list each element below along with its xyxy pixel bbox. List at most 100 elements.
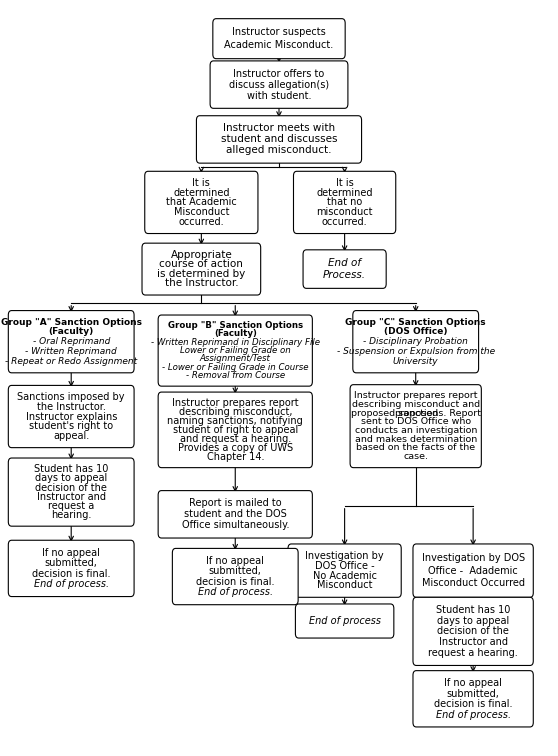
FancyBboxPatch shape bbox=[213, 19, 345, 59]
Text: days to appeal: days to appeal bbox=[437, 615, 509, 626]
Text: Investigation by DOS: Investigation by DOS bbox=[421, 553, 525, 563]
FancyBboxPatch shape bbox=[8, 386, 134, 448]
FancyBboxPatch shape bbox=[295, 604, 394, 638]
Text: student of right to appeal: student of right to appeal bbox=[172, 425, 298, 435]
Text: If no appeal: If no appeal bbox=[444, 678, 502, 688]
FancyBboxPatch shape bbox=[8, 311, 134, 373]
FancyBboxPatch shape bbox=[413, 597, 533, 665]
Text: occurred.: occurred. bbox=[179, 217, 224, 227]
Text: alleged misconduct.: alleged misconduct. bbox=[226, 145, 332, 156]
FancyBboxPatch shape bbox=[158, 315, 312, 386]
Text: If no appeal: If no appeal bbox=[42, 547, 100, 558]
Text: Investigation by: Investigation by bbox=[305, 551, 384, 561]
Text: Group "A" Sanction Options: Group "A" Sanction Options bbox=[1, 318, 142, 327]
Text: - Suspension or Expulsion from the: - Suspension or Expulsion from the bbox=[336, 347, 495, 356]
Text: - Repeat or Redo Assignment: - Repeat or Redo Assignment bbox=[5, 357, 137, 366]
Text: course of action: course of action bbox=[160, 259, 243, 269]
Text: University: University bbox=[393, 357, 439, 366]
Text: - Disciplinary Probation: - Disciplinary Probation bbox=[363, 337, 468, 346]
Text: decision is final.: decision is final. bbox=[32, 569, 110, 578]
FancyBboxPatch shape bbox=[413, 544, 533, 597]
Text: student's right to: student's right to bbox=[29, 421, 113, 431]
Text: proposed sanctions. Report: proposed sanctions. Report bbox=[351, 408, 480, 417]
Text: based on the facts of the: based on the facts of the bbox=[356, 444, 475, 452]
Text: discuss allegation(s): discuss allegation(s) bbox=[229, 79, 329, 90]
Text: End of process.: End of process. bbox=[33, 579, 109, 589]
Text: It is: It is bbox=[336, 178, 354, 188]
FancyBboxPatch shape bbox=[210, 61, 348, 108]
Text: Instructor prepares report: Instructor prepares report bbox=[172, 398, 299, 408]
Text: No Academic: No Academic bbox=[312, 571, 377, 581]
Text: End of: End of bbox=[328, 258, 361, 268]
Text: the Instructor.: the Instructor. bbox=[165, 278, 238, 289]
FancyBboxPatch shape bbox=[353, 311, 479, 373]
Text: Instructor offers to: Instructor offers to bbox=[233, 69, 325, 79]
Text: describing misconduct and: describing misconduct and bbox=[352, 400, 480, 409]
Text: student and the DOS: student and the DOS bbox=[184, 510, 287, 519]
Text: request a: request a bbox=[48, 500, 94, 511]
Text: Assignment/Test: Assignment/Test bbox=[200, 355, 271, 364]
FancyBboxPatch shape bbox=[294, 172, 396, 234]
FancyBboxPatch shape bbox=[288, 544, 401, 597]
Text: Misconduct: Misconduct bbox=[317, 581, 372, 590]
Text: determined: determined bbox=[173, 187, 229, 198]
Text: that no: that no bbox=[327, 197, 362, 207]
Text: If no appeal: If no appeal bbox=[206, 556, 264, 565]
Text: - Oral Reprimand: - Oral Reprimand bbox=[32, 337, 110, 346]
Text: End of process.: End of process. bbox=[436, 710, 511, 720]
FancyBboxPatch shape bbox=[196, 116, 362, 163]
Text: (Faculty): (Faculty) bbox=[214, 330, 257, 339]
Text: Instructor suspects: Instructor suspects bbox=[232, 27, 326, 38]
Text: and request a hearing.: and request a hearing. bbox=[180, 434, 291, 444]
Text: decision is final.: decision is final. bbox=[434, 699, 512, 709]
Text: - Removal from Course: - Removal from Course bbox=[186, 371, 285, 380]
Text: conducts an investigation: conducts an investigation bbox=[354, 426, 477, 435]
Text: decision is final.: decision is final. bbox=[196, 577, 275, 587]
Text: End of process: End of process bbox=[309, 616, 381, 626]
Text: with student.: with student. bbox=[247, 91, 311, 101]
Text: Instructor and: Instructor and bbox=[37, 491, 105, 502]
Text: (DOS Office): (DOS Office) bbox=[384, 327, 448, 336]
Text: student and discusses: student and discusses bbox=[221, 135, 337, 144]
FancyBboxPatch shape bbox=[8, 458, 134, 526]
Text: decision of the: decision of the bbox=[437, 627, 509, 637]
Text: Academic Misconduct.: Academic Misconduct. bbox=[224, 40, 334, 50]
Text: - Lower or Failing Grade in Course: - Lower or Failing Grade in Course bbox=[162, 363, 309, 372]
Text: - Written Reprimand in Disciplinary File: - Written Reprimand in Disciplinary File bbox=[151, 338, 320, 347]
Text: (Faculty): (Faculty) bbox=[49, 327, 94, 336]
Text: - Written Reprimand: - Written Reprimand bbox=[25, 347, 117, 356]
Text: Group "C" Sanction Options: Group "C" Sanction Options bbox=[345, 318, 486, 327]
Text: request a hearing.: request a hearing. bbox=[428, 648, 518, 658]
Text: Instructor and: Instructor and bbox=[439, 637, 508, 647]
Text: Student has 10: Student has 10 bbox=[436, 605, 511, 615]
Text: proposed: proposed bbox=[393, 408, 438, 417]
Text: days to appeal: days to appeal bbox=[35, 473, 107, 483]
Text: case.: case. bbox=[403, 452, 428, 461]
Text: Misconduct Occurred: Misconduct Occurred bbox=[422, 578, 525, 588]
Text: the Instructor.: the Instructor. bbox=[37, 402, 105, 412]
Text: hearing.: hearing. bbox=[51, 510, 92, 520]
Text: DOS Office -: DOS Office - bbox=[315, 561, 374, 571]
Text: Office simultaneously.: Office simultaneously. bbox=[181, 520, 289, 530]
FancyBboxPatch shape bbox=[158, 491, 312, 538]
Text: Instructor prepares report: Instructor prepares report bbox=[354, 391, 478, 400]
FancyBboxPatch shape bbox=[142, 243, 261, 295]
FancyBboxPatch shape bbox=[350, 385, 482, 468]
FancyBboxPatch shape bbox=[172, 548, 298, 605]
Text: Group "B" Sanction Options: Group "B" Sanction Options bbox=[168, 321, 303, 330]
Text: Process.: Process. bbox=[323, 270, 366, 280]
FancyBboxPatch shape bbox=[158, 392, 312, 468]
Text: Instructor meets with: Instructor meets with bbox=[223, 123, 335, 133]
Text: determined: determined bbox=[316, 187, 373, 198]
Text: Provides a copy of UWS: Provides a copy of UWS bbox=[177, 443, 293, 453]
Text: is determined by: is determined by bbox=[157, 269, 246, 279]
Text: that Academic: that Academic bbox=[166, 197, 237, 207]
Text: decision of the: decision of the bbox=[35, 482, 107, 493]
Text: Chapter 14.: Chapter 14. bbox=[206, 451, 264, 461]
Text: Misconduct: Misconduct bbox=[174, 207, 229, 217]
Text: Office -  Adademic: Office - Adademic bbox=[428, 565, 518, 575]
Text: occurred.: occurred. bbox=[322, 217, 367, 227]
Text: Lower or Failing Grade on: Lower or Failing Grade on bbox=[180, 346, 291, 355]
Text: Instructor explains: Instructor explains bbox=[26, 411, 117, 422]
Text: naming sanctions, notifying: naming sanctions, notifying bbox=[167, 416, 303, 426]
